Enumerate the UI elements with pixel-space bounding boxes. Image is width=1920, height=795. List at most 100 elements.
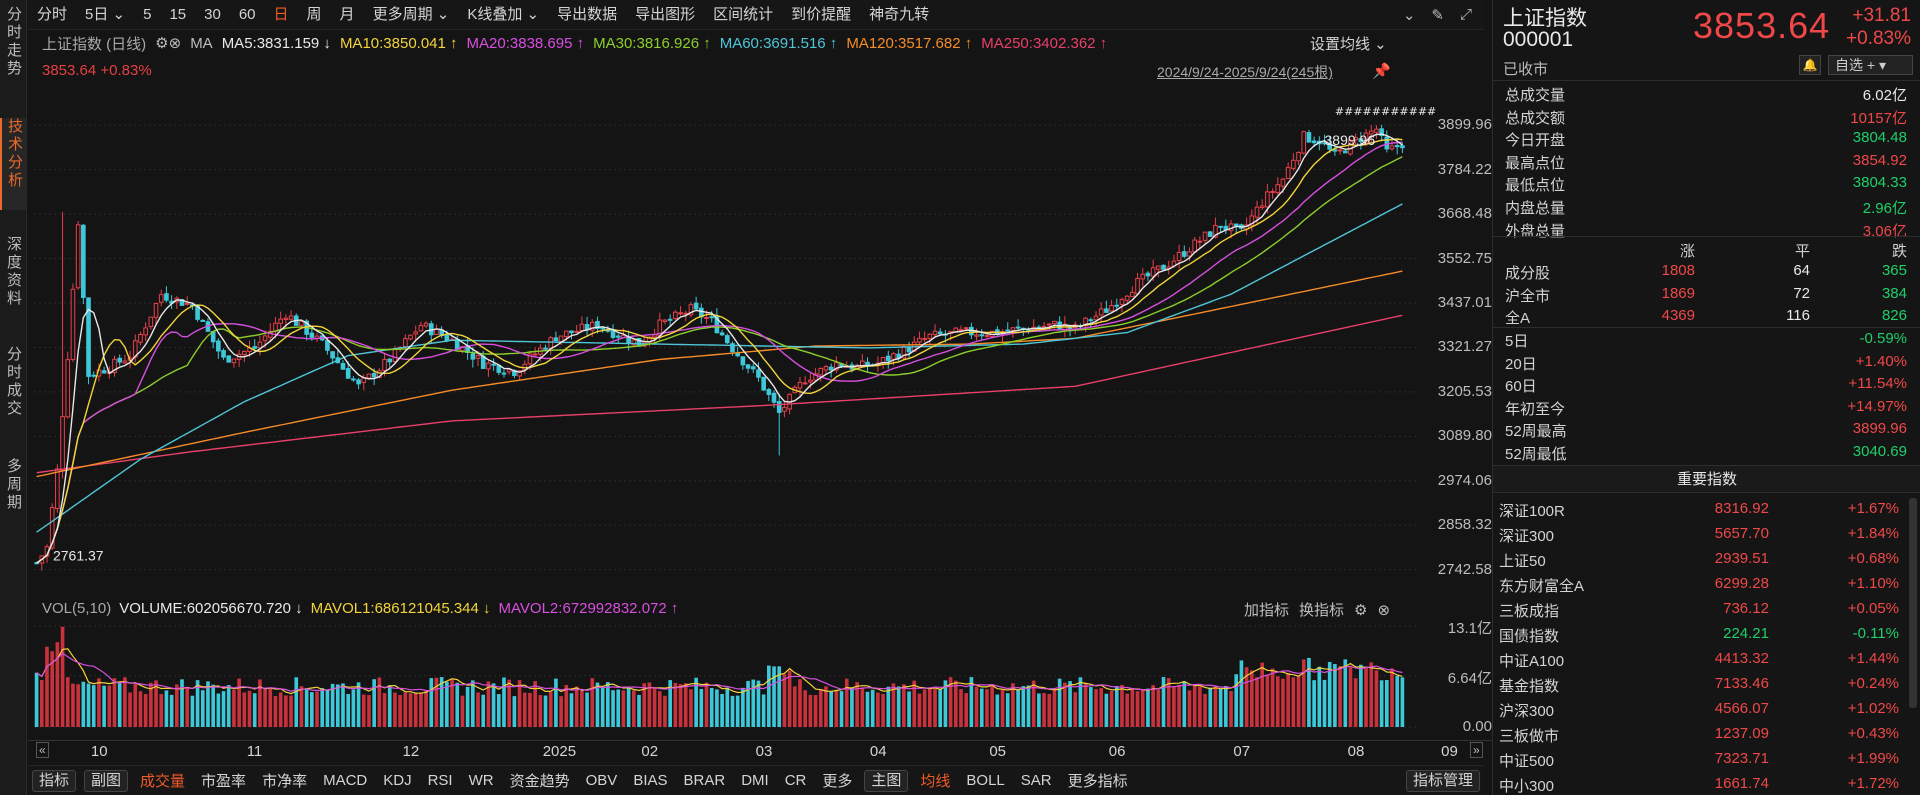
close-icon[interactable]: ⊗: [1377, 601, 1391, 619]
sub-chart-tab[interactable]: 副图: [84, 769, 129, 792]
overlay-item[interactable]: SAR: [1020, 772, 1052, 789]
volume-buttons: 加指标 换指标 ⚙ ⊗: [1244, 599, 1390, 620]
add-indicator-button[interactable]: 加指标: [1244, 602, 1290, 619]
watchlist-button[interactable]: 自选 + ▾: [1828, 55, 1913, 75]
overlay-ma[interactable]: 均线: [920, 773, 951, 790]
indicator-item[interactable]: 市净率: [262, 773, 308, 790]
index-row[interactable]: 深证300 5657.70 +1.84%: [1499, 525, 1899, 547]
date-range[interactable]: 2024/9/24-2025/9/24(245根): [1157, 64, 1333, 80]
index-row[interactable]: 中小300 1661.74 +1.72%: [1499, 775, 1899, 795]
more-indicators[interactable]: 更多指标: [1067, 773, 1128, 790]
candle-body: [1135, 277, 1140, 295]
index-row[interactable]: 基金指数 7133.46 +0.24%: [1499, 675, 1899, 697]
indicator-tab[interactable]: 指标: [32, 769, 77, 792]
volume-bar: [1213, 686, 1218, 727]
tab-depth[interactable]: 深度资料: [0, 236, 26, 328]
collapse-icon[interactable]: ⌄: [1402, 6, 1416, 24]
toolbar-item[interactable]: 导出数据: [557, 5, 618, 23]
index-row[interactable]: 中证500 7323.71 +1.99%: [1499, 750, 1899, 772]
index-row[interactable]: 三板做市 1237.09 +0.43%: [1499, 725, 1899, 747]
scroll-left-icon[interactable]: «: [36, 742, 49, 758]
ma250-value: MA250:3402.362 ↑: [981, 34, 1108, 52]
bell-icon[interactable]: 🔔: [1799, 55, 1821, 75]
volume-bar: [1140, 689, 1145, 727]
index-row[interactable]: 三板成指 736.12 +0.05%: [1499, 600, 1899, 622]
indicator-item[interactable]: DMI: [741, 772, 769, 789]
kline-chart[interactable]: 3899.96 2761.37 ########### 3899.96 3784.22…: [28, 84, 1492, 594]
candle-body: [231, 358, 237, 364]
toolbar-item[interactable]: 导出图形: [635, 5, 696, 23]
index-row-name: 沪深300: [1499, 703, 1555, 720]
toolbar-item[interactable]: 5: [143, 5, 152, 23]
toolbar-item[interactable]: 到价提醒: [791, 5, 852, 23]
candle-body: [351, 378, 356, 381]
index-row[interactable]: 东方财富全A 6299.28 +1.10%: [1499, 575, 1899, 597]
index-row[interactable]: 深证100R 8316.92 +1.67%: [1499, 500, 1899, 522]
indicator-item[interactable]: 资金趋势: [509, 773, 570, 790]
tab-multi-period[interactable]: 多周期: [0, 458, 26, 530]
toolbar-item-active[interactable]: 日: [273, 5, 289, 23]
indicator-item[interactable]: 市盈率: [201, 773, 247, 790]
price-tick: 2974.06: [1437, 471, 1492, 489]
indicator-manage-button[interactable]: 指标管理: [1405, 769, 1480, 792]
gear-icon[interactable]: ⚙⊗: [155, 35, 182, 52]
volume-bar: [1109, 690, 1114, 727]
indicator-item[interactable]: BRAR: [683, 772, 726, 789]
indicator-item[interactable]: BIAS: [633, 772, 668, 789]
price-tick: 3899.96: [1437, 116, 1492, 134]
volume-bar: [216, 693, 221, 727]
set-ma-button[interactable]: 设置均线 ⌄: [1310, 36, 1387, 53]
indicator-item[interactable]: OBV: [585, 772, 618, 789]
scroll-right-icon[interactable]: »: [1470, 742, 1483, 758]
index-row-price: 224.21: [1723, 625, 1769, 642]
toolbar-item[interactable]: 月: [339, 5, 355, 23]
volume-bar: [1291, 677, 1296, 727]
indicator-item[interactable]: RSI: [427, 772, 453, 789]
volume-bar: [1244, 667, 1249, 727]
candle-body: [70, 288, 76, 361]
indicator-item[interactable]: CR: [784, 772, 807, 789]
index-row[interactable]: 中证A100 4413.32 +1.44%: [1499, 650, 1899, 672]
indicator-item[interactable]: KDJ: [383, 772, 412, 789]
indicator-volume[interactable]: 成交量: [140, 773, 186, 790]
volume-bar: [528, 692, 532, 727]
brush-icon[interactable]: ✎: [1431, 6, 1444, 24]
toolbar-item[interactable]: 60: [238, 5, 256, 23]
candle-body: [958, 328, 964, 331]
toolbar-item[interactable]: 分时: [37, 5, 68, 23]
indicator-item[interactable]: MACD: [323, 772, 368, 789]
toolbar-item[interactable]: 30: [204, 5, 221, 23]
volume-bar: [1374, 670, 1379, 727]
volume-bar: [886, 686, 891, 727]
tab-intraday[interactable]: 分时走势: [0, 6, 26, 90]
indicator-more[interactable]: 更多: [822, 773, 853, 790]
toolbar-item[interactable]: 周: [306, 5, 322, 23]
overlay-item[interactable]: BOLL: [966, 772, 1005, 789]
fullscreen-icon[interactable]: ⤢: [1459, 5, 1472, 23]
main-chart-tab[interactable]: 主图: [864, 769, 909, 792]
indicator-item[interactable]: WR: [468, 772, 494, 789]
candle-body: [756, 369, 761, 378]
row-label: 总成交量: [1505, 87, 1566, 104]
toolbar-item[interactable]: 15: [169, 5, 187, 23]
candle-body: [216, 340, 221, 352]
scrollbar[interactable]: [1909, 498, 1917, 708]
index-row[interactable]: 国债指数 224.21 -0.11%: [1499, 625, 1899, 647]
toolbar-item[interactable]: K线叠加 ⌄: [467, 5, 540, 23]
stat-row: 外盘总量 3.06亿: [1505, 220, 1907, 242]
switch-indicator-button[interactable]: 换指标: [1299, 602, 1345, 619]
tab-trades[interactable]: 分时成交: [0, 346, 26, 438]
toolbar-item[interactable]: 5日 ⌄: [85, 5, 126, 23]
toolbar-item[interactable]: 神奇九转: [869, 5, 930, 23]
gear-icon[interactable]: ⚙: [1354, 601, 1368, 619]
index-row[interactable]: 沪深300 4566.07 +1.02%: [1499, 700, 1899, 722]
toolbar-item[interactable]: 区间统计: [713, 5, 774, 23]
pin-icon[interactable]: 📌: [1372, 63, 1391, 80]
toolbar-item[interactable]: 更多周期 ⌄: [372, 5, 450, 23]
volume-chart[interactable]: 13.1亿 6.64亿 0.00: [28, 620, 1492, 735]
volume-bar: [1385, 680, 1389, 727]
candle-body: [418, 324, 424, 332]
volume-bar: [917, 693, 922, 727]
index-row[interactable]: 上证50 2939.51 +0.68%: [1499, 550, 1899, 572]
tab-technical[interactable]: 技术分析: [0, 118, 26, 210]
